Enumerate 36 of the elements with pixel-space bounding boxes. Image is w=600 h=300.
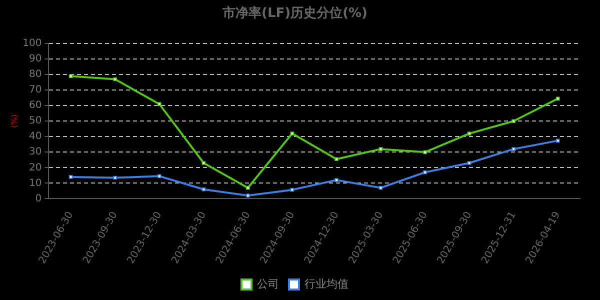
y-tick-label: 100 [22, 38, 42, 50]
point [202, 187, 206, 192]
y-tick-label: 50 [28, 116, 42, 127]
point [157, 174, 162, 178]
y-tick-label: 90 [28, 54, 42, 65]
y-tick-label: 30 [28, 146, 42, 158]
point [157, 102, 162, 106]
point [290, 132, 294, 136]
point [467, 161, 472, 165]
y-tick-label: 20 [28, 162, 42, 174]
point [246, 186, 250, 190]
y-tick-label: 10 [28, 178, 42, 189]
chart-title: 市净率(LF)历史分位(%) [222, 5, 368, 22]
legend-label: 行业均值 [304, 277, 348, 290]
point [556, 96, 560, 101]
point [512, 119, 516, 124]
point [334, 157, 338, 162]
point [423, 150, 427, 154]
point [202, 161, 206, 165]
point [113, 176, 118, 180]
point [467, 132, 472, 136]
point [423, 170, 427, 174]
y-tick-label: 80 [28, 69, 42, 80]
y-tick-label: 0 [35, 193, 42, 204]
point [246, 194, 250, 198]
legend-label: 公司 [257, 277, 279, 290]
point [113, 77, 118, 82]
point [556, 138, 560, 143]
point [68, 175, 73, 179]
point [378, 147, 383, 151]
y-tick-label: 70 [28, 84, 42, 96]
y-tick-label: 60 [28, 100, 42, 112]
point [334, 178, 338, 182]
y-axis-title: (%) [10, 114, 19, 128]
y-tick-label: 40 [28, 131, 42, 142]
point [512, 147, 516, 151]
